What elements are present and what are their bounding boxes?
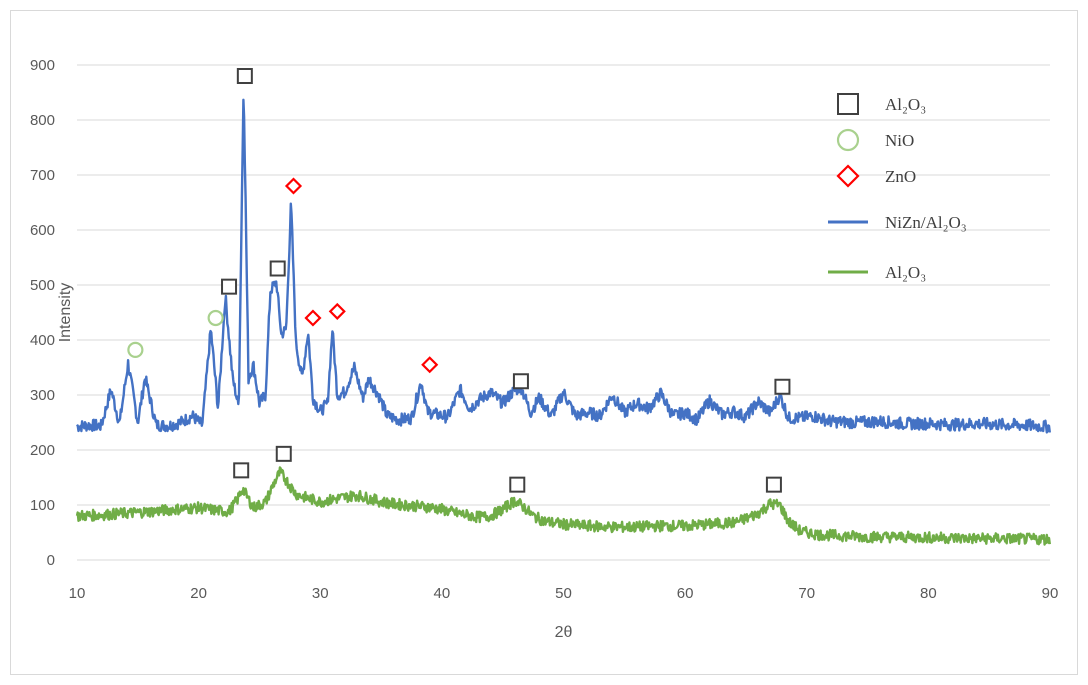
- x-tick-label: 80: [920, 585, 937, 602]
- x-tick-label: 40: [434, 585, 451, 602]
- marker-diamond: [328, 302, 346, 320]
- x-axis-label: 2θ: [555, 624, 573, 641]
- y-tick-label: 300: [30, 387, 55, 404]
- marker-square: [774, 378, 791, 395]
- x-tick-label: 30: [312, 585, 329, 602]
- legend-symbol-square: [837, 93, 859, 115]
- marker-circle: [127, 341, 144, 358]
- series-line: [75, 466, 1051, 546]
- legend-label: NiZn/Al₂O₃: [885, 213, 967, 232]
- marker-square: [233, 462, 250, 479]
- marker-square: [765, 476, 782, 493]
- marker-circle: [207, 309, 224, 327]
- series-line: [76, 98, 1051, 434]
- legend-symbol-circle: [836, 128, 860, 152]
- legend-label: ZnO: [885, 167, 916, 186]
- y-tick-label: 0: [47, 552, 55, 569]
- y-tick-label: 400: [30, 332, 55, 349]
- chart-frame: [10, 10, 1078, 675]
- y-tick-label: 200: [30, 442, 55, 459]
- marker-diamond: [421, 356, 439, 374]
- x-tick-label: 10: [69, 585, 86, 602]
- legend-label: Al₂O₃: [885, 95, 926, 114]
- y-axis-label: Intensity: [57, 283, 74, 343]
- x-tick-label: 90: [1042, 585, 1059, 602]
- y-tick-label: 900: [30, 57, 55, 74]
- marker-square: [236, 68, 253, 84]
- marker-square: [512, 373, 529, 390]
- y-tick-label: 800: [30, 112, 55, 129]
- y-axis-ticks: 0 100 200 300 400 500 600 700 800 900: [30, 57, 55, 569]
- x-tick-label: 70: [798, 585, 815, 602]
- x-axis-ticks: 10 20 30 40 50 60 70 80 90: [69, 585, 1059, 602]
- y-tick-label: 700: [30, 167, 55, 184]
- series-layer: [75, 98, 1051, 546]
- y-tick-label: 600: [30, 222, 55, 239]
- x-tick-label: 60: [677, 585, 694, 602]
- legend-label: NiO: [885, 131, 914, 150]
- marker-square: [275, 445, 292, 462]
- legend-symbol-diamond: [836, 164, 860, 188]
- legend: Al₂O₃ NiO ZnO NiZn/Al₂O₃ Al₂O₃: [828, 93, 967, 282]
- marker-diamond: [304, 309, 322, 327]
- marker-square: [269, 260, 286, 277]
- gridlines: [77, 64, 1050, 561]
- x-tick-label: 20: [190, 585, 207, 602]
- marker-square: [221, 278, 238, 295]
- legend-label: Al₂O₃: [885, 263, 926, 282]
- marker-square: [509, 476, 526, 493]
- x-tick-label: 50: [555, 585, 572, 602]
- y-tick-label: 100: [30, 497, 55, 514]
- y-tick-label: 500: [30, 277, 55, 294]
- phase-markers: [127, 68, 791, 493]
- marker-diamond: [284, 177, 303, 195]
